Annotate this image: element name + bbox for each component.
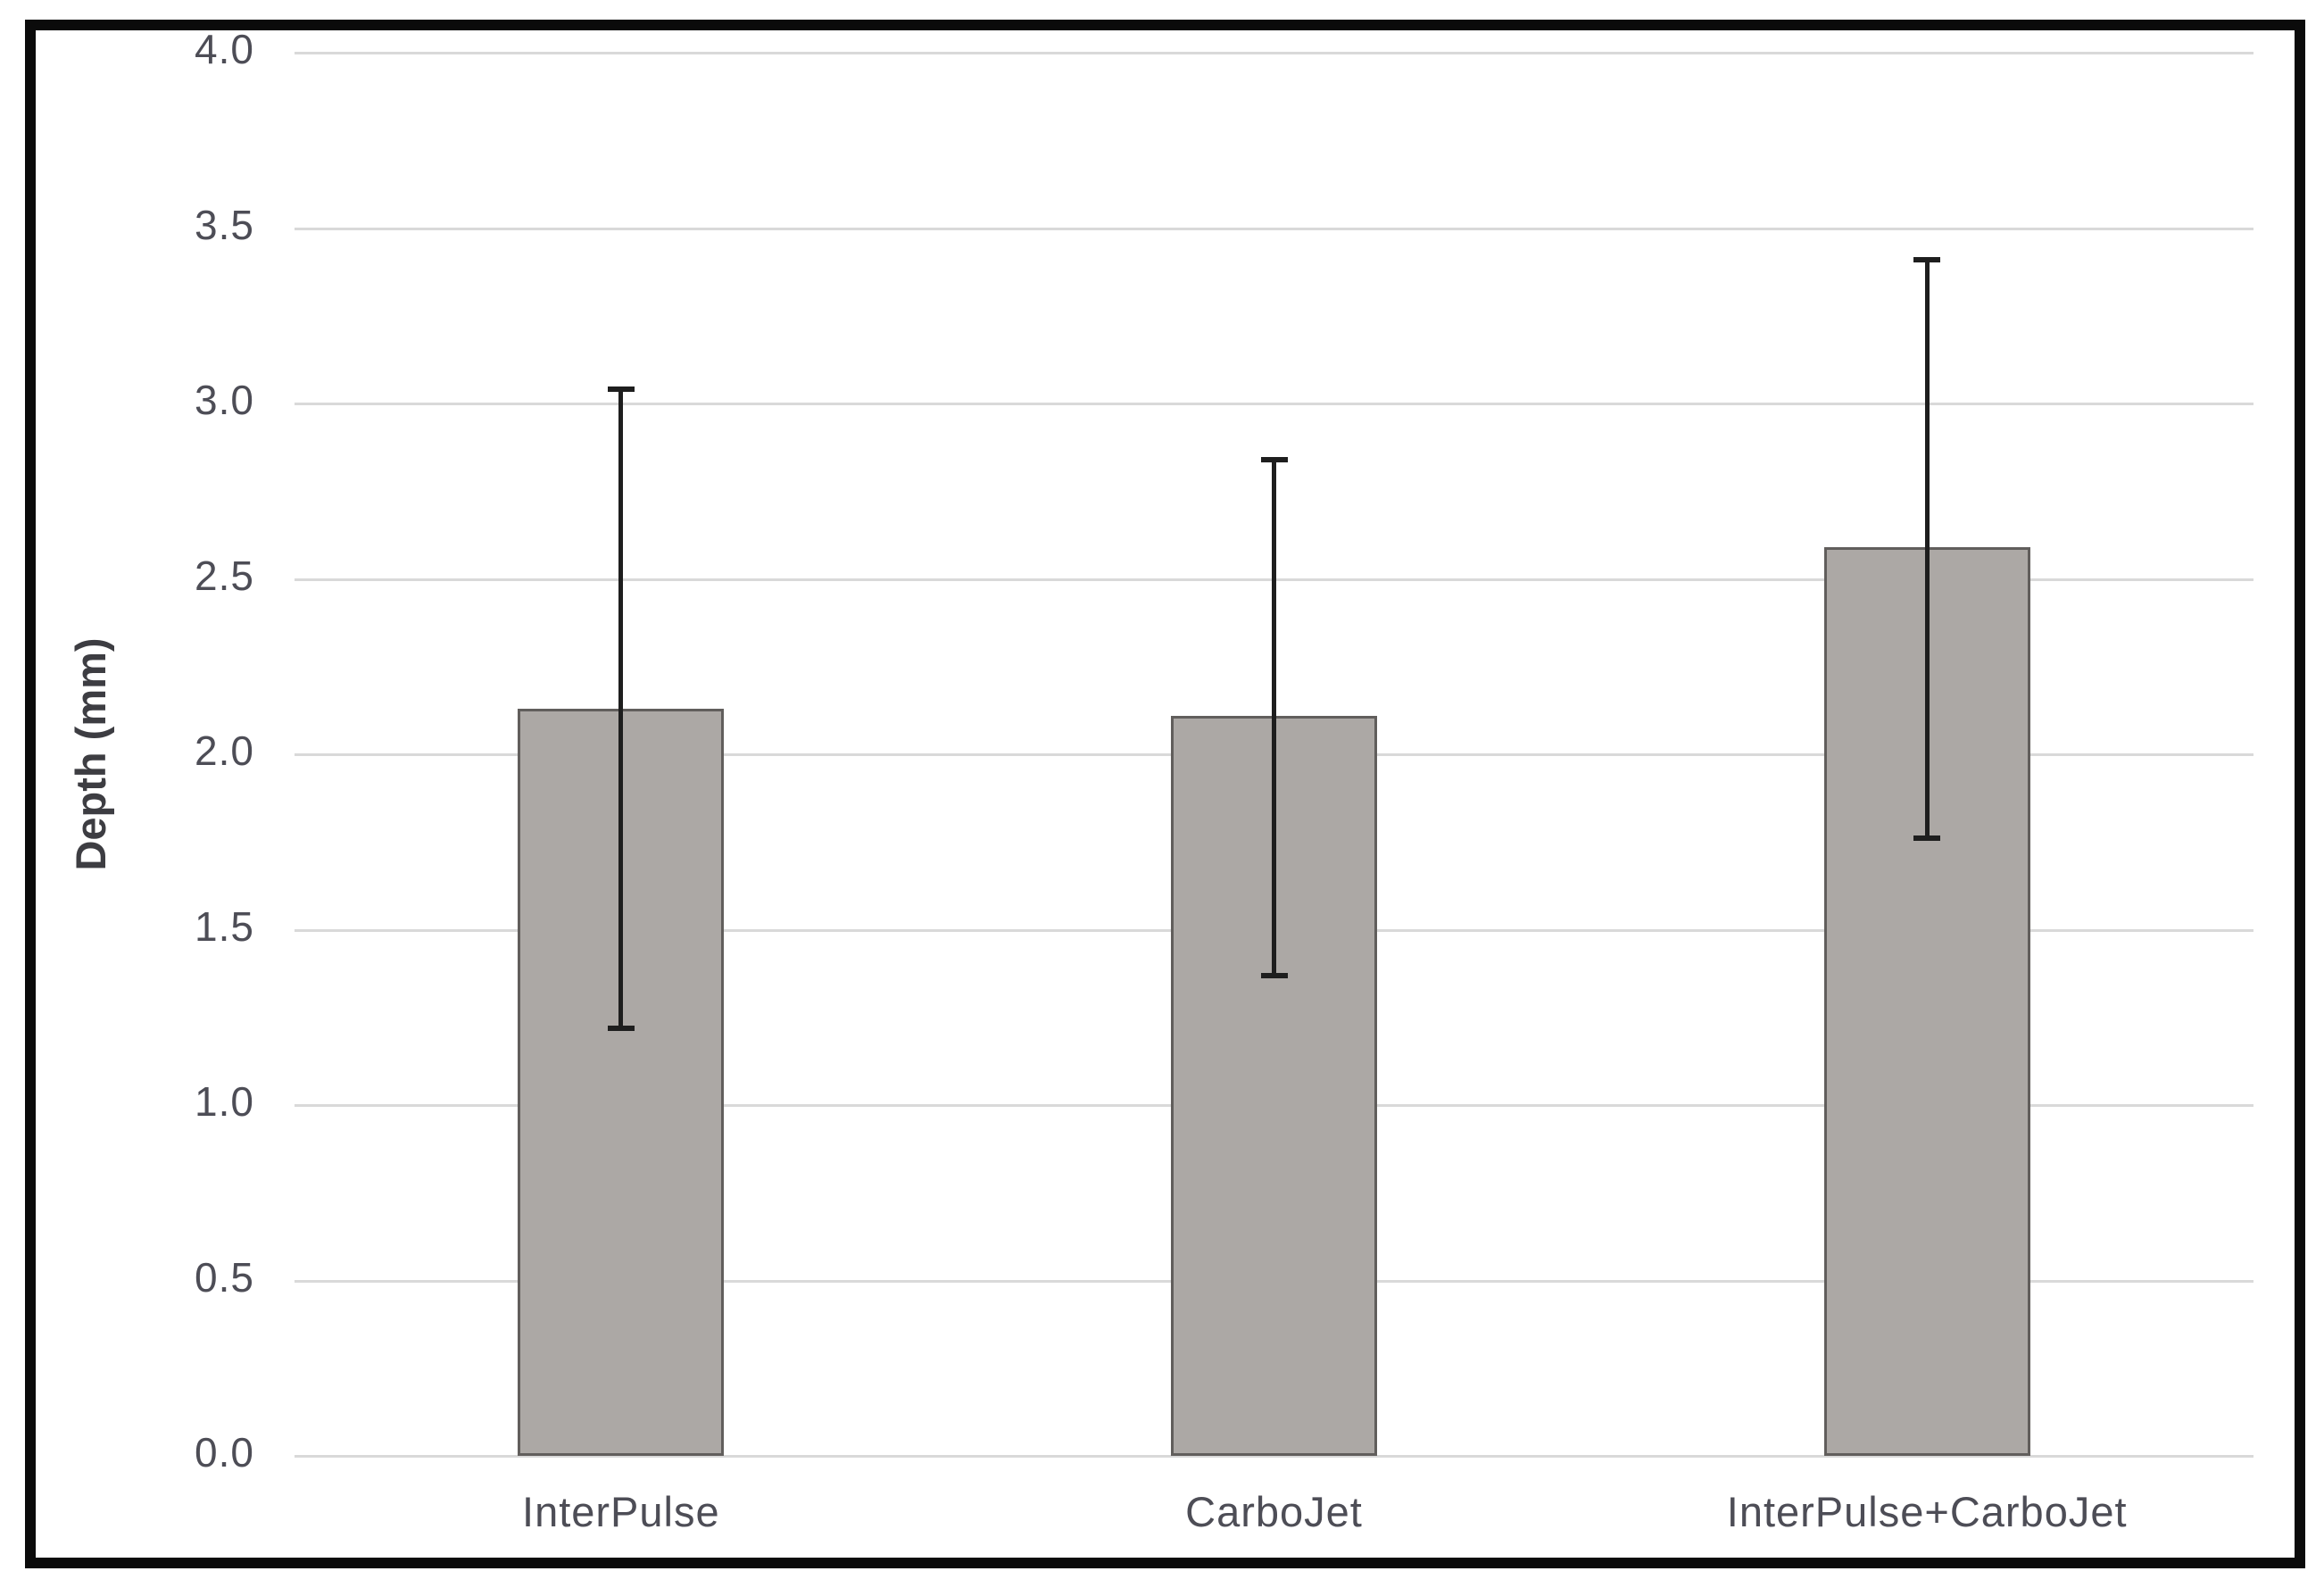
y-axis-tick-label: 1.5 <box>195 902 254 950</box>
y-axis-tick-label: 0.5 <box>195 1253 254 1301</box>
x-category-label: CarboJet <box>1185 1488 1363 1535</box>
error-bar-cap <box>1913 256 1941 262</box>
y-axis-tick-label: 2.0 <box>195 727 254 774</box>
gridline <box>295 403 2253 405</box>
y-axis-tick-label: 0.0 <box>195 1429 254 1475</box>
error-bar-cap <box>607 1025 635 1031</box>
y-axis-tick-label: 2.5 <box>195 552 254 599</box>
error-bar-cap <box>1260 972 1288 978</box>
x-category-label: InterPulse+CarboJet <box>1726 1488 2128 1535</box>
error-bar-cap <box>607 387 635 393</box>
error-bar <box>618 389 624 1028</box>
x-category-label: InterPulse <box>522 1488 720 1535</box>
bar <box>1171 715 1377 1456</box>
gridline <box>295 52 2253 54</box>
error-bar-cap <box>1260 456 1288 462</box>
y-axis-tick-label: 1.0 <box>195 1078 254 1125</box>
y-axis-tick-label: 4.0 <box>195 26 254 72</box>
error-bar <box>1924 259 1930 839</box>
y-axis-tick-label: 3.0 <box>195 377 254 423</box>
error-bar <box>1272 459 1276 976</box>
gridline <box>295 227 2253 230</box>
gridline <box>295 1455 2253 1458</box>
y-axis-tick-label: 3.5 <box>195 201 254 248</box>
error-bar-cap <box>1913 835 1941 842</box>
